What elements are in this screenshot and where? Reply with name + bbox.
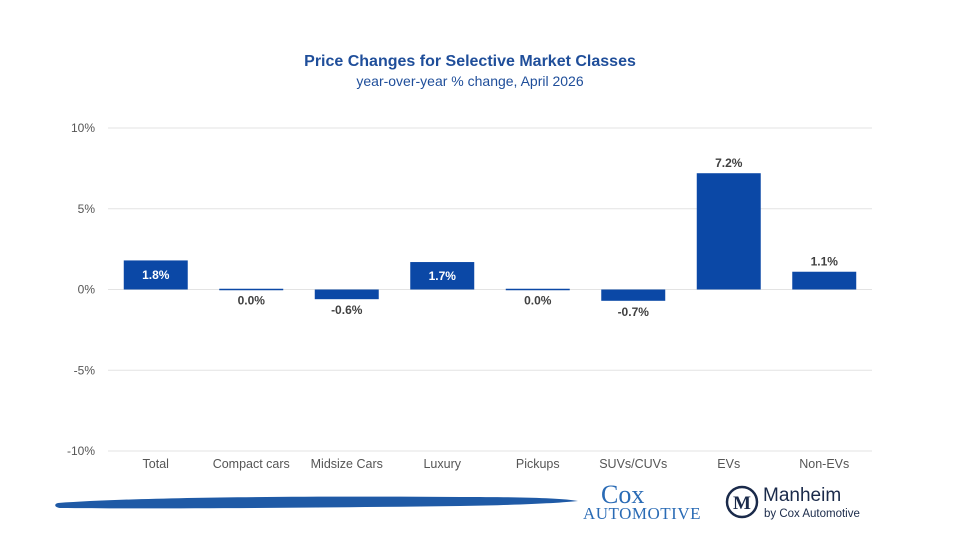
bar [696, 173, 761, 290]
data-label: -0.6% [331, 303, 363, 317]
y-tick-label: 0% [78, 283, 96, 297]
bar [314, 289, 379, 300]
cox-logo-line2: Automotive [583, 504, 701, 523]
x-tick-label: SUVs/CUVs [599, 457, 667, 471]
data-label: 0.0% [524, 294, 552, 308]
y-tick-label: -10% [67, 444, 95, 458]
bar [505, 288, 570, 291]
y-tick-label: -5% [74, 363, 96, 377]
data-label: -0.7% [618, 305, 650, 319]
bar [792, 271, 857, 290]
manheim-monogram: M [733, 493, 751, 514]
x-tick-label: Midsize Cars [311, 457, 383, 471]
data-label: 1.1% [811, 255, 839, 269]
y-tick-label: 10% [71, 121, 95, 135]
data-label: 7.2% [715, 156, 743, 170]
manheim-logo-icon: M [725, 485, 759, 519]
bar [123, 260, 188, 290]
chart-subtitle: year-over-year % change, April 2026 [356, 73, 583, 89]
data-label: 1.7% [429, 269, 457, 283]
bar [219, 288, 284, 291]
x-tick-label: Total [143, 457, 169, 471]
footer-branding: Cox Automotive M Manheim by Cox Automoti… [55, 480, 860, 523]
bars [123, 173, 857, 301]
x-tick-label: Pickups [516, 457, 560, 471]
x-tick-label: Non-EVs [799, 457, 849, 471]
brush-swoosh [55, 496, 579, 509]
cox-logo-line1: Cox [601, 480, 644, 509]
data-labels: 1.8% 0.0% -0.6% 1.7% 0.0% -0.7% 7.2% 1.1% [142, 156, 838, 319]
data-label: 1.8% [142, 268, 170, 282]
data-label: 0.0% [238, 294, 266, 308]
y-tick-label: 5% [78, 202, 96, 216]
x-tick-label: EVs [717, 457, 740, 471]
bar [410, 262, 475, 290]
y-axis-ticks: 10% 5% 0% -5% -10% [67, 121, 95, 458]
manheim-name: Manheim [763, 485, 841, 506]
x-tick-label: Luxury [423, 457, 461, 471]
x-axis-categories: Total Compact cars Midsize Cars Luxury Picku… [143, 457, 850, 471]
x-tick-label: Compact cars [213, 457, 290, 471]
chart-title: Price Changes for Selective Market Class… [304, 53, 636, 70]
bar [601, 289, 666, 301]
manheim-tagline: by Cox Automotive [764, 508, 860, 520]
